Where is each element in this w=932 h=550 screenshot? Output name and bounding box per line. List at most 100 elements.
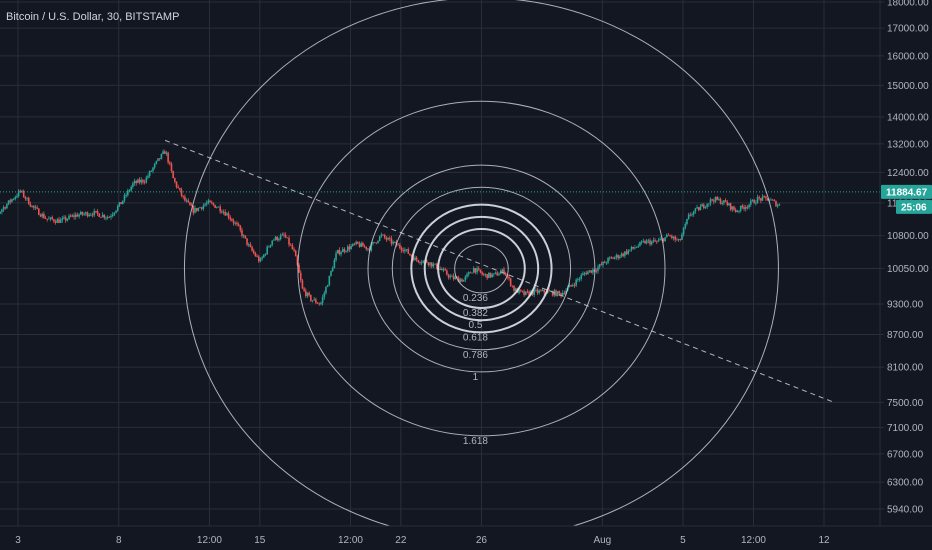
candle-body[interactable] (86, 212, 89, 217)
candle-body[interactable] (489, 272, 492, 277)
candle-body[interactable] (733, 206, 735, 210)
candle-body[interactable] (11, 199, 13, 202)
candle-body[interactable] (605, 262, 608, 264)
candle-body[interactable] (739, 205, 742, 211)
candle-body[interactable] (246, 238, 248, 245)
candle-body[interactable] (163, 151, 166, 154)
candle-body[interactable] (217, 206, 220, 208)
candle-body[interactable] (669, 235, 671, 237)
candle-body[interactable] (29, 204, 32, 207)
candle-body[interactable] (303, 288, 305, 291)
candle-body[interactable] (266, 246, 268, 254)
candle-body[interactable] (613, 257, 616, 259)
candle-body[interactable] (499, 271, 502, 275)
candle-body[interactable] (615, 255, 618, 258)
candle-body[interactable] (231, 219, 233, 221)
candle-body[interactable] (666, 234, 668, 238)
candle-body[interactable] (696, 207, 698, 209)
candle-body[interactable] (184, 196, 186, 201)
candle-body[interactable] (121, 200, 124, 204)
candle-body[interactable] (53, 219, 55, 222)
candle-body[interactable] (385, 237, 388, 240)
candle-body[interactable] (718, 199, 720, 200)
candle-body[interactable] (466, 274, 468, 277)
candle-body[interactable] (694, 208, 697, 212)
candle-body[interactable] (592, 269, 594, 273)
candle-body[interactable] (224, 211, 227, 216)
candle-body[interactable] (299, 272, 302, 281)
candle-body[interactable] (147, 176, 149, 178)
candle-body[interactable] (318, 303, 321, 305)
candle-body[interactable] (560, 293, 562, 296)
candle-body[interactable] (654, 240, 656, 242)
candle-body[interactable] (49, 217, 52, 219)
candle-body[interactable] (43, 213, 45, 219)
candle-body[interactable] (355, 241, 357, 245)
candle-body[interactable] (58, 219, 60, 223)
candle-body[interactable] (251, 246, 253, 251)
candle-body[interactable] (639, 242, 641, 246)
candle-body[interactable] (276, 236, 279, 241)
candle-body[interactable] (760, 198, 762, 201)
candle-body[interactable] (689, 214, 692, 216)
candle-body[interactable] (414, 257, 416, 261)
candle-body[interactable] (110, 216, 112, 218)
candle-body[interactable] (19, 190, 22, 192)
candle-body[interactable] (429, 262, 431, 266)
candle-body[interactable] (479, 269, 482, 273)
candle-body[interactable] (51, 217, 54, 220)
candle-body[interactable] (189, 202, 191, 206)
candle-body[interactable] (446, 270, 448, 275)
candle-body[interactable] (205, 202, 208, 205)
candle-body[interactable] (511, 285, 514, 287)
candle-body[interactable] (729, 203, 732, 210)
candle-body[interactable] (216, 207, 218, 209)
candle-body[interactable] (758, 197, 760, 199)
candle-body[interactable] (627, 250, 630, 254)
candle-body[interactable] (622, 253, 624, 256)
candle-body[interactable] (568, 284, 571, 288)
candle-body[interactable] (118, 202, 121, 206)
candle-body[interactable] (484, 274, 487, 275)
candle-body[interactable] (377, 240, 379, 243)
candle-body[interactable] (367, 248, 369, 250)
candle-body[interactable] (14, 196, 17, 199)
candle-body[interactable] (132, 183, 134, 187)
candle-body[interactable] (629, 249, 631, 251)
candle-body[interactable] (105, 217, 107, 219)
candle-body[interactable] (659, 238, 661, 241)
candle-body[interactable] (170, 163, 173, 171)
candle-body[interactable] (734, 209, 737, 212)
candle-body[interactable] (365, 246, 368, 250)
candle-body[interactable] (281, 234, 284, 236)
candle-body[interactable] (459, 279, 462, 282)
candle-body[interactable] (113, 212, 116, 215)
candle-body[interactable] (481, 272, 483, 275)
candle-body[interactable] (315, 299, 317, 303)
candle-body[interactable] (704, 206, 707, 208)
candle-body[interactable] (232, 220, 235, 224)
candle-body[interactable] (610, 257, 613, 259)
candle-body[interactable] (330, 271, 332, 276)
candle-body[interactable] (587, 271, 589, 275)
candle-body[interactable] (514, 288, 517, 291)
candle-body[interactable] (143, 182, 146, 184)
candle-body[interactable] (540, 290, 542, 292)
candle-body[interactable] (6, 204, 8, 209)
candle-body[interactable] (180, 189, 183, 196)
candle-body[interactable] (311, 300, 314, 302)
candle-body[interactable] (106, 217, 109, 218)
candle-body[interactable] (472, 268, 475, 273)
candle-body[interactable] (239, 225, 242, 231)
fib-circle-1[interactable] (367, 164, 596, 373)
candle-body[interactable] (261, 257, 263, 259)
candle-body[interactable] (692, 211, 695, 215)
candle-body[interactable] (765, 196, 767, 199)
candle-body[interactable] (306, 292, 309, 297)
candle-body[interactable] (647, 240, 650, 242)
candle-body[interactable] (195, 208, 198, 211)
candle-body[interactable] (36, 207, 38, 209)
candle-body[interactable] (140, 179, 143, 183)
candle-body[interactable] (620, 253, 623, 257)
candle-body[interactable] (672, 236, 675, 239)
